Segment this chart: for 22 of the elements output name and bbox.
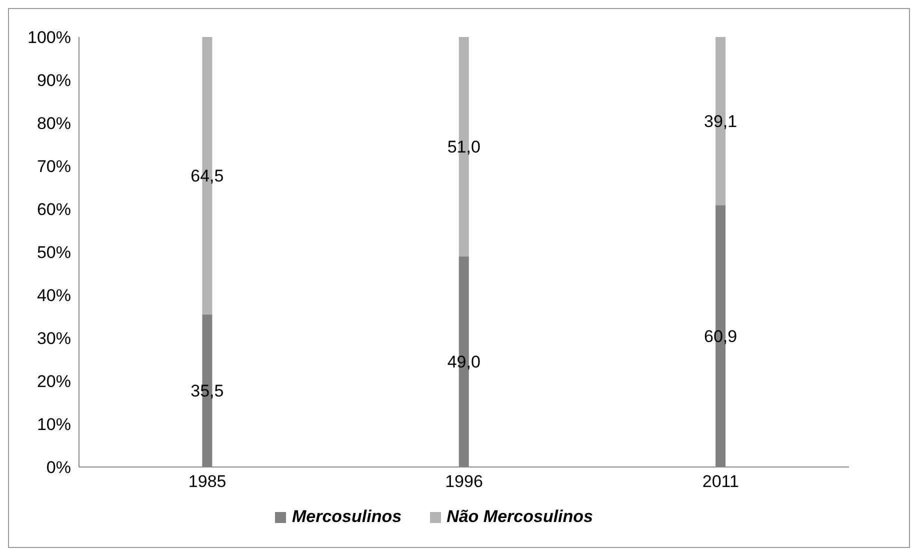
data-label: 51,0 [447, 138, 480, 157]
legend-label: Não Mercosulinos [446, 507, 593, 527]
y-tick-label: 40% [36, 286, 71, 306]
data-label: 64,5 [190, 166, 224, 186]
y-tick-label: 60% [36, 200, 71, 220]
y-tick-label: 80% [36, 114, 71, 134]
x-tick-label: 1996 [445, 472, 483, 492]
data-label: 35,5 [190, 382, 224, 401]
data-label: 49,0 [447, 352, 480, 372]
legend-label: Mercosulinos [290, 507, 402, 527]
data-label: 39,1 [704, 112, 738, 132]
y-tick-label: 10% [36, 415, 71, 434]
y-tick-label: 20% [36, 372, 71, 392]
data-label: 60,9 [704, 327, 738, 346]
x-tick-label: 1985 [188, 472, 226, 492]
y-tick-label: 30% [36, 329, 71, 348]
y-tick-label: 70% [36, 157, 71, 176]
y-tick-label: 90% [36, 71, 71, 90]
y-tick-label: 50% [36, 243, 71, 262]
x-tick-label: 2011 [702, 472, 739, 492]
y-tick-label: 0% [46, 458, 71, 478]
y-tick-label: 100% [28, 28, 71, 48]
